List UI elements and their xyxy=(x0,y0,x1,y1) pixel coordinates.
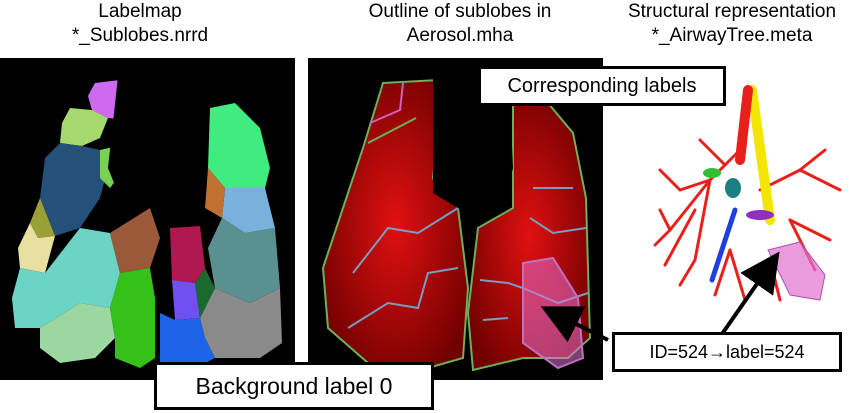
sublobe-blue xyxy=(160,313,215,368)
sublobe-cream xyxy=(18,223,55,273)
right-lung xyxy=(160,103,282,368)
airway-green-node xyxy=(703,168,721,178)
airway-yellow xyxy=(747,85,775,225)
airway-teal-node xyxy=(725,178,741,198)
airway-tree-image xyxy=(640,70,866,325)
airway-blue xyxy=(709,207,738,283)
sublobe-brown xyxy=(110,208,160,273)
airway-trachea xyxy=(735,85,753,165)
outline-right-2 xyxy=(529,217,587,235)
sublobe-gray xyxy=(200,288,282,358)
sublobe-crimson xyxy=(170,226,205,283)
sublobe-darkslate xyxy=(40,143,108,236)
airway-tree xyxy=(653,85,842,302)
sublobe-teal xyxy=(12,228,120,328)
labelmap-lungs xyxy=(12,58,282,368)
labelmap-caption: Labelmap *_Sublobes.nrrd xyxy=(20,0,260,48)
outline-left-4 xyxy=(369,82,404,124)
id-mapping-text: ID=524→label=524 xyxy=(649,341,805,362)
background-label-callout: Background label 0 xyxy=(154,362,434,410)
outline-right-4 xyxy=(482,317,509,321)
corresponding-labels-text: Corresponding labels xyxy=(507,74,697,97)
sublobe-sky xyxy=(222,188,275,233)
aerosol-lungs xyxy=(321,58,592,372)
outline-caption-text: Outline of sublobes in Aerosol.mha xyxy=(368,1,552,46)
sublobe-violet xyxy=(172,280,200,320)
highlighted-airway-region xyxy=(767,241,826,301)
airway-purple-node xyxy=(746,210,774,220)
outline-caption: Outline of sublobes in Aerosol.mha xyxy=(310,0,610,48)
labelmap-caption-text: Labelmap *_Sublobes.nrrd xyxy=(71,1,209,46)
outline-left-1 xyxy=(367,117,417,144)
trachea-cutout xyxy=(108,58,205,223)
outline-left-2 xyxy=(352,207,459,274)
aerosol-image xyxy=(308,58,603,380)
structural-caption-text: Structural representation *_AirwayTree.m… xyxy=(627,1,837,46)
sublobe-tan xyxy=(40,303,115,363)
labelmap-image xyxy=(0,58,295,380)
sublobe-orange xyxy=(205,168,225,218)
sublobe-grayteal xyxy=(208,218,280,303)
sublobe-darkgreen xyxy=(195,268,215,318)
outline-left-3 xyxy=(347,267,459,329)
id-mapping-callout: ID=524→label=524 xyxy=(612,332,842,372)
sublobe-spring-green xyxy=(208,103,270,188)
sublobe-lightgreen-top xyxy=(60,108,108,146)
left-lung xyxy=(12,80,160,368)
structural-caption: Structural representation *_AirwayTree.m… xyxy=(598,0,866,48)
corresponding-labels-callout: Corresponding labels xyxy=(478,66,726,106)
background-label-text: Background label 0 xyxy=(195,372,393,399)
sublobe-green xyxy=(110,268,155,368)
sublobe-olive xyxy=(30,198,55,238)
